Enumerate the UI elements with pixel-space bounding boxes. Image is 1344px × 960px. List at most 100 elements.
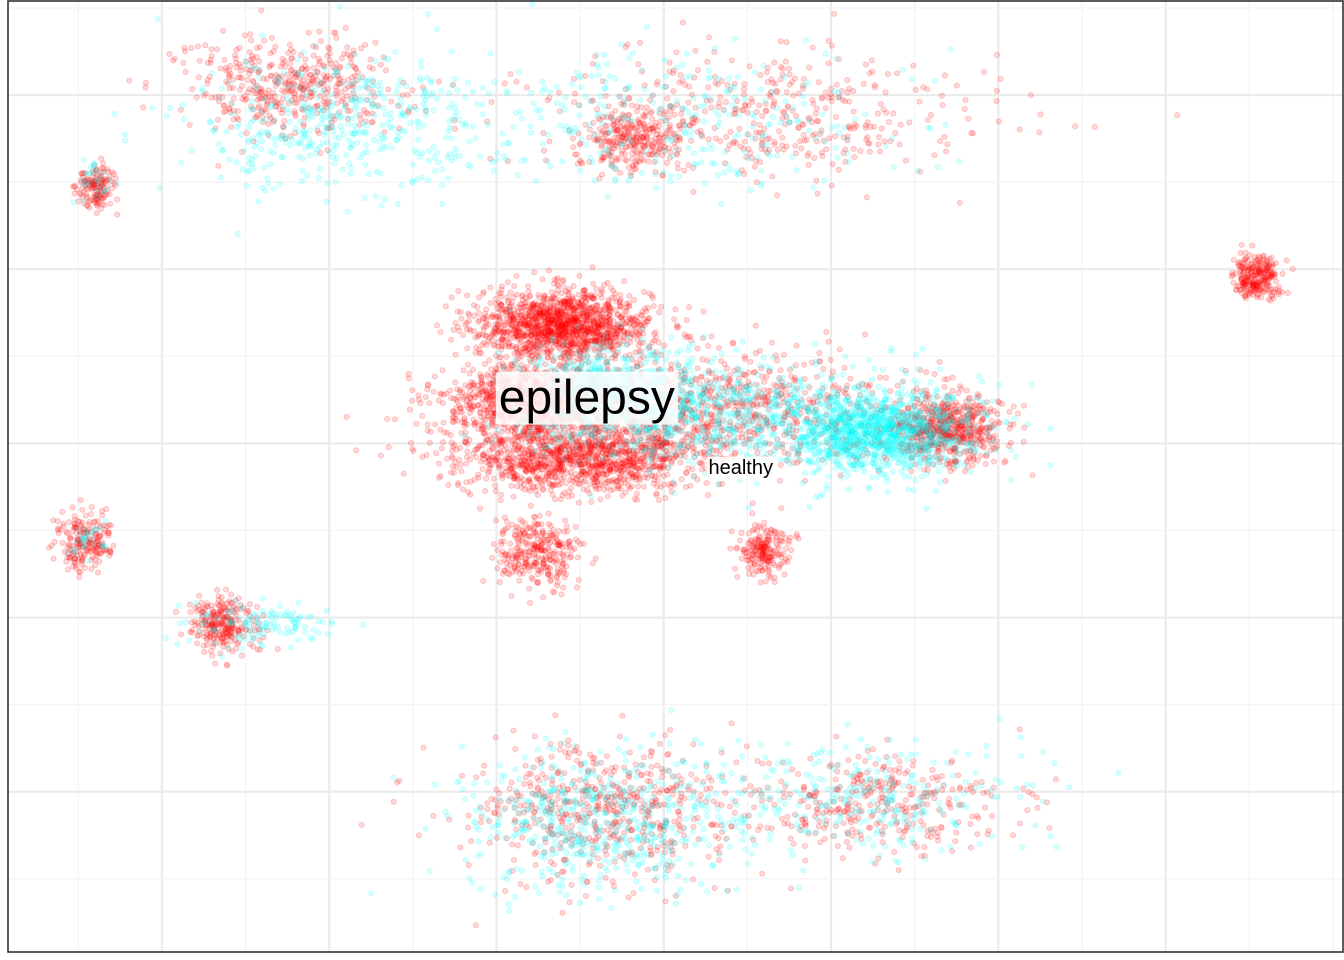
data-point-epilepsy — [542, 324, 550, 331]
data-point-epilepsy — [483, 403, 490, 410]
data-point-epilepsy — [474, 446, 481, 453]
data-point-epilepsy — [1029, 472, 1036, 479]
data-point-epilepsy — [604, 493, 611, 500]
data-point-epilepsy — [651, 337, 658, 344]
data-point-epilepsy — [936, 358, 943, 365]
data-point-epilepsy — [521, 313, 529, 320]
data-point-epilepsy — [768, 339, 776, 346]
data-point-epilepsy — [592, 338, 599, 345]
data-point-epilepsy — [538, 336, 545, 344]
data-point-epilepsy — [424, 421, 431, 428]
data-point-epilepsy — [634, 483, 642, 490]
data-point-epilepsy — [569, 333, 576, 341]
data-point-epilepsy — [561, 318, 568, 325]
data-point-epilepsy — [611, 290, 619, 297]
data-point-epilepsy — [539, 481, 546, 488]
data-point-epilepsy — [471, 420, 478, 427]
data-point-epilepsy — [598, 294, 605, 301]
data-point-epilepsy — [549, 331, 556, 338]
data-point-epilepsy — [591, 323, 599, 331]
data-point-epilepsy — [505, 455, 512, 462]
data-point-epilepsy — [887, 387, 894, 395]
grid — [8, 1, 1343, 952]
data-point-epilepsy — [527, 343, 534, 350]
data-point-epilepsy — [385, 444, 392, 451]
data-point-epilepsy — [923, 369, 930, 376]
data-point-epilepsy — [1002, 457, 1009, 465]
data-point-epilepsy — [532, 333, 539, 340]
data-point-epilepsy — [699, 460, 706, 467]
data-point-epilepsy — [406, 406, 413, 413]
data-point-epilepsy — [427, 428, 434, 435]
data-point-epilepsy — [607, 343, 614, 350]
data-point-epilepsy — [486, 334, 493, 342]
data-point-epilepsy — [801, 361, 808, 368]
data-point-epilepsy — [413, 420, 420, 427]
data-point-epilepsy — [587, 305, 594, 312]
data-point-epilepsy — [587, 320, 594, 327]
data-point-epilepsy — [552, 474, 559, 481]
points — [46, 1, 1296, 929]
data-point-epilepsy — [612, 331, 620, 338]
data-point-epilepsy — [530, 300, 537, 308]
data-point-epilepsy — [578, 346, 585, 353]
data-point-epilepsy — [516, 443, 523, 450]
data-point-epilepsy — [694, 345, 701, 352]
data-point-epilepsy — [606, 463, 613, 470]
data-point-epilepsy — [607, 305, 614, 312]
data-point-epilepsy — [535, 291, 542, 298]
data-point-epilepsy — [605, 299, 613, 306]
data-point-epilepsy — [637, 356, 644, 363]
data-point-epilepsy — [519, 332, 526, 339]
data-point-epilepsy — [1020, 402, 1028, 409]
data-point-epilepsy — [546, 304, 554, 311]
data-point-epilepsy — [602, 480, 609, 487]
data-point-epilepsy — [573, 304, 580, 311]
data-point-epilepsy — [689, 466, 696, 473]
data-point-epilepsy — [541, 298, 548, 306]
data-point-epilepsy — [479, 465, 486, 473]
data-point-epilepsy — [538, 310, 545, 317]
data-point-epilepsy — [596, 308, 603, 315]
data-point-epilepsy — [514, 304, 521, 311]
data-point-epilepsy — [546, 323, 553, 330]
data-point-epilepsy — [553, 332, 560, 339]
data-point-epilepsy — [991, 407, 998, 415]
data-point-epilepsy — [562, 329, 569, 336]
data-point-epilepsy — [562, 328, 569, 335]
data-point-epilepsy — [500, 319, 508, 326]
data-point-epilepsy — [632, 316, 639, 324]
data-point-epilepsy — [426, 400, 433, 407]
data-point-epilepsy — [529, 344, 537, 351]
data-point-epilepsy — [677, 459, 684, 466]
data-point-epilepsy — [542, 463, 549, 470]
data-point-epilepsy — [571, 309, 579, 316]
data-point-epilepsy — [674, 322, 681, 329]
data-point-epilepsy — [618, 315, 625, 322]
data-point-epilepsy — [498, 302, 505, 309]
data-point-epilepsy — [777, 461, 784, 469]
data-point-epilepsy — [575, 325, 582, 332]
data-point-epilepsy — [587, 324, 594, 331]
data-point-epilepsy — [510, 323, 518, 330]
data-point-epilepsy — [567, 297, 574, 304]
data-point-epilepsy — [571, 335, 579, 342]
data-point-epilepsy — [531, 484, 538, 491]
data-point-epilepsy — [596, 463, 603, 471]
data-point-epilepsy — [593, 338, 600, 345]
data-point-epilepsy — [640, 353, 647, 360]
data-point-epilepsy — [511, 316, 518, 323]
data-point-epilepsy — [525, 283, 532, 290]
data-point-epilepsy — [580, 320, 587, 327]
data-point-epilepsy — [502, 465, 510, 472]
data-point-epilepsy — [551, 456, 558, 463]
data-point-epilepsy — [476, 331, 483, 338]
data-point-epilepsy — [546, 326, 554, 334]
data-point-epilepsy — [486, 357, 493, 364]
data-point-epilepsy — [438, 445, 445, 452]
data-point-epilepsy — [597, 331, 605, 338]
data-point-epilepsy — [562, 342, 570, 349]
data-point-epilepsy — [509, 317, 517, 324]
data-point-epilepsy — [552, 338, 559, 345]
data-point-epilepsy — [507, 330, 514, 337]
